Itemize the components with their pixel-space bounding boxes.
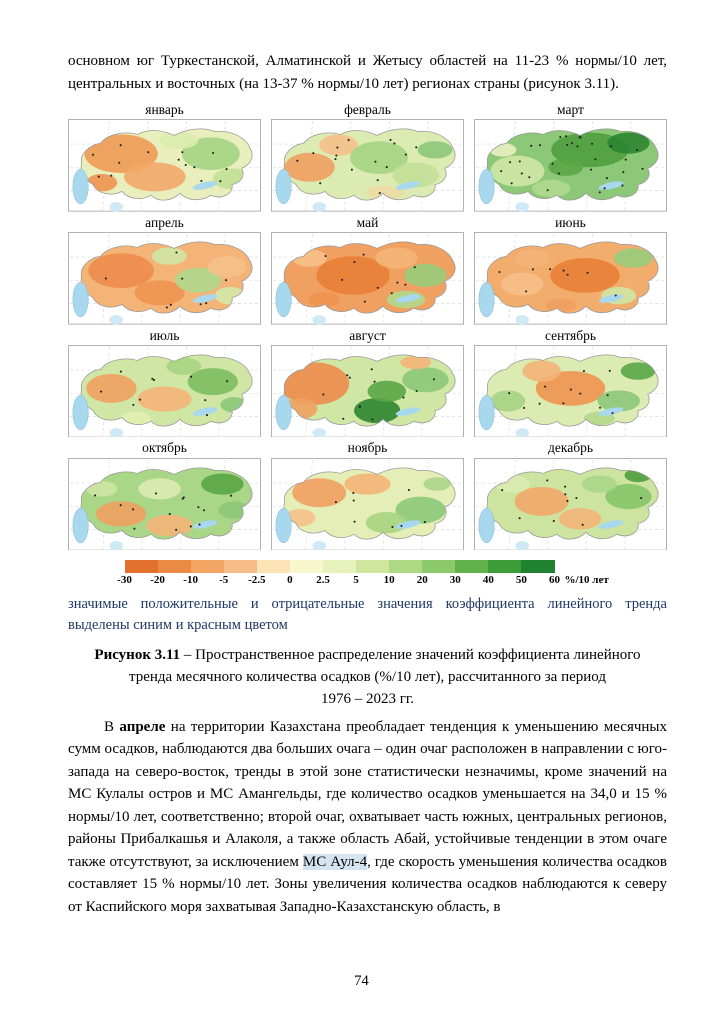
legend-tick-label: 60 <box>549 574 560 587</box>
body-text: на территории Казахстана преобладает тен… <box>68 718 667 870</box>
month-map <box>271 344 464 438</box>
legend-color-segment <box>256 560 290 574</box>
body-text: В <box>104 718 120 735</box>
maps-grid: январь февраль март апрель май июнь июль август… <box>68 102 667 551</box>
legend-unit: %/10 лет <box>564 574 609 587</box>
legend-color-segment <box>322 560 357 574</box>
month-label: февраль <box>344 102 391 117</box>
month-map <box>68 457 261 551</box>
month-map-cell: декабрь <box>474 440 667 551</box>
month-map-cell: май <box>271 215 464 325</box>
month-map <box>474 119 667 212</box>
legend-tick-label: 40 <box>482 574 494 587</box>
legend-color-segment <box>157 560 191 574</box>
legend-color-segment <box>389 560 423 574</box>
month-map-cell: март <box>474 102 667 212</box>
figure-caption-label: Рисунок 3.11 <box>94 647 181 664</box>
month-map-cell: октябрь <box>68 440 261 551</box>
legend-tick-row: -30 -20 -10 -5 -2.5 0 2.5 5 10 20 30 40 50 60 <box>117 573 560 588</box>
legend-color-segment <box>289 560 323 574</box>
legend-tick-label: 30 <box>449 574 461 587</box>
month-map <box>271 457 464 551</box>
legend-colorbar <box>124 560 555 574</box>
legend-tick-label: 10 <box>383 574 395 587</box>
month-label: ноябрь <box>347 440 388 456</box>
legend-color-segment <box>190 560 224 574</box>
body-text-bold: апреле <box>119 718 166 735</box>
month-map <box>271 232 464 325</box>
month-label: апрель <box>145 214 184 230</box>
month-map <box>474 232 667 325</box>
legend-tick-label: -5 <box>219 574 229 587</box>
legend-color-segment <box>521 560 555 574</box>
month-label: июнь <box>555 214 586 230</box>
month-map-cell: февраль <box>271 102 464 212</box>
legend-color-segment <box>422 560 456 574</box>
page-number: 74 <box>354 973 369 989</box>
month-map <box>68 344 261 438</box>
month-label: сентябрь <box>544 327 597 343</box>
legend-color-segment <box>488 560 522 574</box>
month-label: июль <box>149 327 180 343</box>
legend-color-segment <box>356 560 390 574</box>
body-text-highlight: МС Аул-4 <box>302 853 368 870</box>
legend-note: значимые положительные и отрицательные з… <box>68 596 667 634</box>
legend-tick-label: -10 <box>183 574 198 587</box>
month-map-cell: август <box>271 328 464 438</box>
month-label: март <box>557 102 584 117</box>
month-map-cell: сентябрь <box>474 328 667 438</box>
legend-tick-label: -2.5 <box>248 574 266 587</box>
month-map <box>68 232 261 325</box>
month-label: октябрь <box>142 440 187 456</box>
legend-color-segment <box>223 560 257 574</box>
month-map <box>474 344 667 438</box>
month-map <box>271 119 464 212</box>
month-map <box>68 119 261 212</box>
legend-tick-label: 0 <box>287 574 293 587</box>
legend-tick-label: 2.5 <box>316 574 330 587</box>
month-label: август <box>349 327 386 343</box>
legend-tick-label: 50 <box>515 574 527 587</box>
legend-tick-label: -20 <box>150 574 165 587</box>
legend-color-segment <box>455 560 489 574</box>
legend-color-segment <box>124 560 158 574</box>
legend-bar: -30 -20 -10 -5 -2.5 0 2.5 5 10 20 30 40 50 60 %/10 ле… <box>117 560 609 588</box>
figure-caption-period: 1976 – 2023 гг. <box>320 690 415 707</box>
month-map-cell: январь <box>68 102 261 212</box>
legend-tick-label: 20 <box>416 574 428 587</box>
month-map-cell: июль <box>68 328 261 438</box>
month-label: январь <box>145 102 184 117</box>
top-paragraph: основном юг Туркестанской, Алматинской и… <box>68 53 667 92</box>
month-map-cell: ноябрь <box>271 440 464 551</box>
document-page: основном юг Туркестанской, Алматинской и… <box>68 53 667 989</box>
month-map <box>474 457 667 551</box>
legend-tick-label: -30 <box>117 574 132 587</box>
month-label: май <box>356 214 379 230</box>
body-text: , где скорость уменьшения количества оса… <box>68 853 668 915</box>
figure-caption-text: – Пространственное распределение значени… <box>129 647 641 686</box>
month-map-cell: июнь <box>474 215 667 325</box>
month-map-cell: апрель <box>68 215 261 325</box>
month-label: декабрь <box>548 440 593 456</box>
figure-caption: Рисунок 3.11 – Пространственное распреде… <box>68 645 667 689</box>
figure-legend: -30 -20 -10 -5 -2.5 0 2.5 5 10 20 30 40 50 60 %/10 ле… <box>68 560 667 588</box>
body-paragraph: В апреле на территории Казахстана преобл… <box>68 716 667 919</box>
legend-tick-label: 5 <box>353 574 359 587</box>
